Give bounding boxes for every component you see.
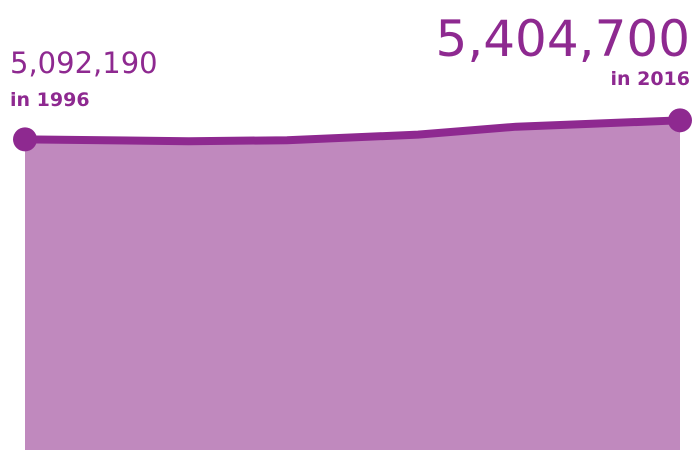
plot: [13, 108, 692, 450]
area: [25, 120, 680, 450]
start-value-label: 5,092,190: [10, 46, 158, 80]
end-annotation: in 2016: [610, 68, 690, 90]
end-point: [13, 127, 37, 152]
end-point: [668, 108, 692, 133]
start-annotation: in 1996: [10, 89, 90, 111]
line: [24, 116, 681, 146]
end-value-label: 5,404,700: [436, 10, 690, 68]
